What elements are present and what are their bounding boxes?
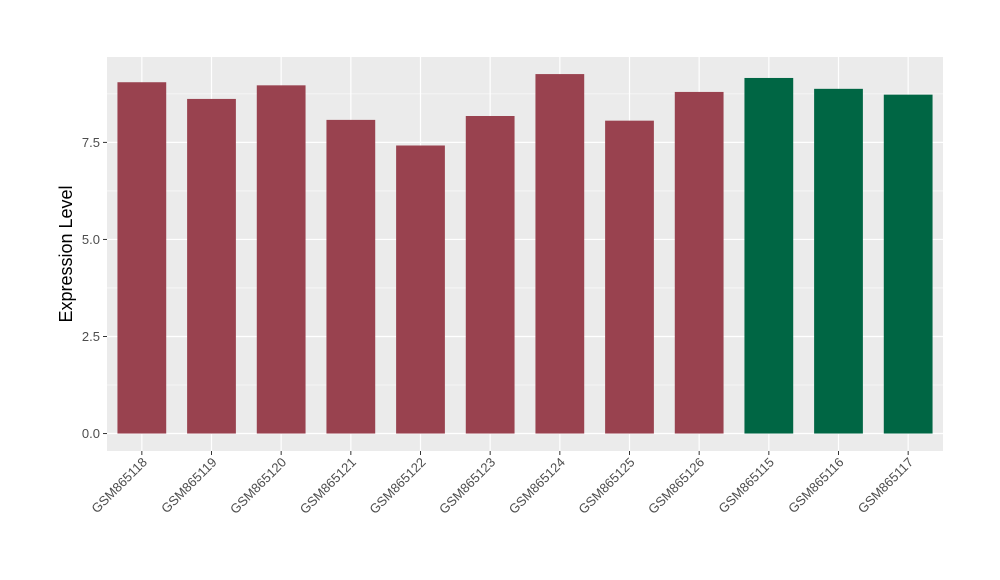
bar: [326, 119, 376, 434]
y-axis-label: Expression Level: [56, 185, 76, 322]
bar: [883, 94, 933, 434]
x-tick-label: GSM865122: [366, 455, 428, 517]
bar: [814, 88, 863, 434]
bar: [396, 145, 445, 434]
panel-background: [107, 57, 943, 451]
x-tick-label: GSM865123: [436, 455, 498, 517]
x-tick-label: GSM865116: [785, 455, 847, 517]
bars: [117, 74, 933, 434]
bar: [605, 120, 654, 434]
y-axis: 0.0 2.5 5.0 7.5: [82, 135, 107, 441]
y-tick-label: 2.5: [82, 329, 100, 344]
x-tick-label: GSM865124: [506, 455, 568, 517]
x-tick-label: GSM865121: [297, 455, 359, 517]
y-tick-label: 5.0: [82, 232, 100, 247]
x-axis: GSM865118 GSM865119 GSM865120 GSM865121 GSM8…: [88, 451, 916, 517]
x-tick-label: GSM865115: [715, 455, 777, 517]
y-tick-label: 7.5: [82, 135, 100, 150]
x-tick-label: GSM865117: [855, 455, 917, 517]
y-tick-label: 0.0: [82, 426, 100, 441]
x-tick-label: GSM865119: [158, 455, 220, 517]
bar: [117, 82, 167, 434]
x-tick-label: GSM865120: [227, 455, 289, 517]
bar: [535, 74, 585, 434]
minor-gridlines: [107, 93, 943, 386]
bar: [256, 85, 306, 434]
bar: [465, 116, 515, 434]
bar: [187, 98, 236, 434]
x-tick-label: GSM865125: [575, 455, 637, 517]
x-tick-label: GSM865118: [88, 455, 150, 517]
bar: [674, 91, 724, 434]
bar: [744, 77, 794, 434]
x-tick-label: GSM865126: [645, 455, 707, 517]
